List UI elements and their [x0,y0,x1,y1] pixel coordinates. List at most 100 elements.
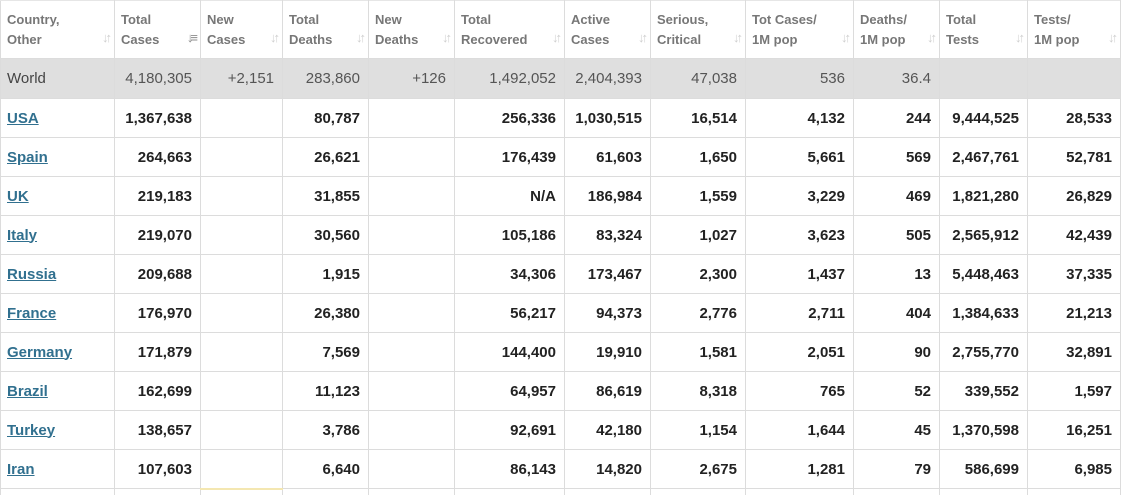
cell-tests-per-1m: 16,251 [1027,410,1121,450]
column-header-total-tests[interactable]: Total Tests ↓↑ [939,0,1028,59]
world-cell-total-deaths: 283,860 [282,58,369,99]
world-cell-deaths-per-1m: 36.4 [853,58,940,99]
column-header-tests-per-1m[interactable]: Tests/1M pop ↓↑ [1027,0,1121,59]
cell-active-cases: 173,467 [564,254,651,294]
cell-active-cases: 83,324 [564,215,651,255]
cell-cases-per-1m: 1,281 [745,449,854,489]
cell-total-cases: 171,879 [114,332,201,372]
table-row: UK 219,183 31,855 N/A 186,984 1,559 3,229 469 1,… [0,176,1121,216]
sort-icon[interactable]: ↓↑ [552,30,562,45]
table-row: Turkey 138,657 3,786 92,691 42,180 1,154 1,644… [0,410,1121,450]
cell-serious-critical: 1,559 [650,176,746,216]
cell-tests-per-1m: 26,829 [1027,176,1121,216]
sort-icon[interactable]: ↓↑ [733,30,743,45]
cell-deaths-per-1m: 569 [853,137,940,177]
cell-tests-per-1m: 1,597 [1027,371,1121,411]
cell-total-recovered: 105,186 [454,215,565,255]
cell-deaths-per-1m: 244 [853,98,940,138]
cell-serious-critical: 1,027 [650,215,746,255]
sort-icon[interactable]: ↓↑ [270,30,280,45]
cell-new-deaths [368,176,455,216]
cell-serious-critical: 8,318 [650,371,746,411]
column-header-new-deaths[interactable]: New Deaths ↓↑ [368,0,455,59]
column-header-country[interactable]: Country, Other ↓↑ [0,0,115,59]
world-cell-active-cases: 2,404,393 [564,58,651,99]
cell-total-recovered: 176,439 [454,137,565,177]
country-link[interactable]: Turkey [7,421,56,439]
country-link[interactable]: USA [7,109,39,127]
country-link[interactable]: Brazil [7,382,48,400]
cell-total-tests: 2,467,761 [939,137,1028,177]
sort-icon[interactable]: ↓↑ [102,30,112,45]
cell-new-deaths [368,98,455,138]
world-cell-new-deaths: +126 [368,58,455,99]
cell-country: Brazil [0,371,115,411]
column-header-label-line2: Deaths [289,31,333,47]
column-header-total-deaths[interactable]: Total Deaths ↓↑ [282,0,369,59]
sort-icon[interactable]: ↓↑ [841,30,851,45]
cell-cases-per-1m: 2,051 [745,332,854,372]
table-row: Iran 107,603 6,640 86,143 14,820 2,675 1,281 79… [0,449,1121,489]
sort-icon[interactable]: ↓↑ [927,30,937,45]
column-header-label-line2: 1M pop [860,31,906,47]
column-header-label-line1: Total [121,11,152,27]
country-link[interactable]: Italy [7,226,38,244]
world-cell-serious-critical: 47,038 [650,58,746,99]
cell-deaths-per-1m: 45 [853,410,940,450]
cell-country: Italy [0,215,115,255]
sort-descending-icon[interactable]: ↓≡ [186,30,198,45]
column-header-active-cases[interactable]: Active Cases ↓↑ [564,0,651,59]
cell-total-deaths: 1,915 [282,254,369,294]
cell-tests-per-1m: 21,213 [1027,293,1121,333]
column-header-label-line2: Tests [946,31,979,47]
column-header-deaths-per-1m[interactable]: Deaths/1M pop ↓↑ [853,0,940,59]
cell-total-recovered: 92,691 [454,410,565,450]
cell-total-deaths: 30,560 [282,215,369,255]
cell-total-cases: 219,183 [114,176,201,216]
sort-icon[interactable]: ↓↑ [1108,30,1118,45]
table-row: Italy 219,070 30,560 105,186 83,324 1,027 3,62… [0,215,1121,255]
cell-new-cases [200,332,283,372]
column-header-total-recovered[interactable]: Total Recovered ↓↑ [454,0,565,59]
cell-cases-per-1m: 5,661 [745,137,854,177]
cell-tests-per-1m: 37,335 [1027,254,1121,294]
cell-total-deaths: 80,787 [282,98,369,138]
table-row: Spain 264,663 26,621 176,439 61,603 1,650 5,66… [0,137,1121,177]
cell-active-cases: 186,984 [564,176,651,216]
partial-cell [650,488,746,495]
cell-deaths-per-1m: 404 [853,293,940,333]
column-header-new-cases[interactable]: New Cases ↓↑ [200,0,283,59]
sort-icon[interactable]: ↓↑ [638,30,648,45]
column-header-label-line2: Cases [571,31,610,47]
column-header-total-cases[interactable]: Total Cases ↓≡ [114,0,201,59]
cell-country: Spain [0,137,115,177]
country-link[interactable]: UK [7,187,29,205]
country-link[interactable]: Spain [7,148,48,166]
sort-icon[interactable]: ↓↑ [356,30,366,45]
cell-country: Russia [0,254,115,294]
partial-cell [114,488,201,495]
column-header-serious-critical[interactable]: Serious, Critical ↓↑ [650,0,746,59]
cell-new-deaths [368,137,455,177]
country-link[interactable]: Russia [7,265,57,283]
cell-active-cases: 1,030,515 [564,98,651,138]
world-cell-total-cases: 4,180,305 [114,58,201,99]
column-header-cases-per-1m[interactable]: Tot Cases/1M pop ↓↑ [745,0,854,59]
partial-cell [368,488,455,495]
cell-cases-per-1m: 1,644 [745,410,854,450]
cell-total-tests: 1,821,280 [939,176,1028,216]
country-link[interactable]: France [7,304,57,322]
cell-total-tests: 586,699 [939,449,1028,489]
cell-total-tests: 2,565,912 [939,215,1028,255]
cell-tests-per-1m: 32,891 [1027,332,1121,372]
cell-deaths-per-1m: 469 [853,176,940,216]
column-header-label-line2: Critical [657,31,702,47]
partial-cell [853,488,940,495]
country-link[interactable]: Iran [7,460,35,478]
country-link[interactable]: Germany [7,343,73,361]
sort-icon[interactable]: ↓↑ [1015,30,1025,45]
world-cell-total-tests [939,58,1028,99]
cell-country: USA [0,98,115,138]
sort-icon[interactable]: ↓↑ [442,30,452,45]
